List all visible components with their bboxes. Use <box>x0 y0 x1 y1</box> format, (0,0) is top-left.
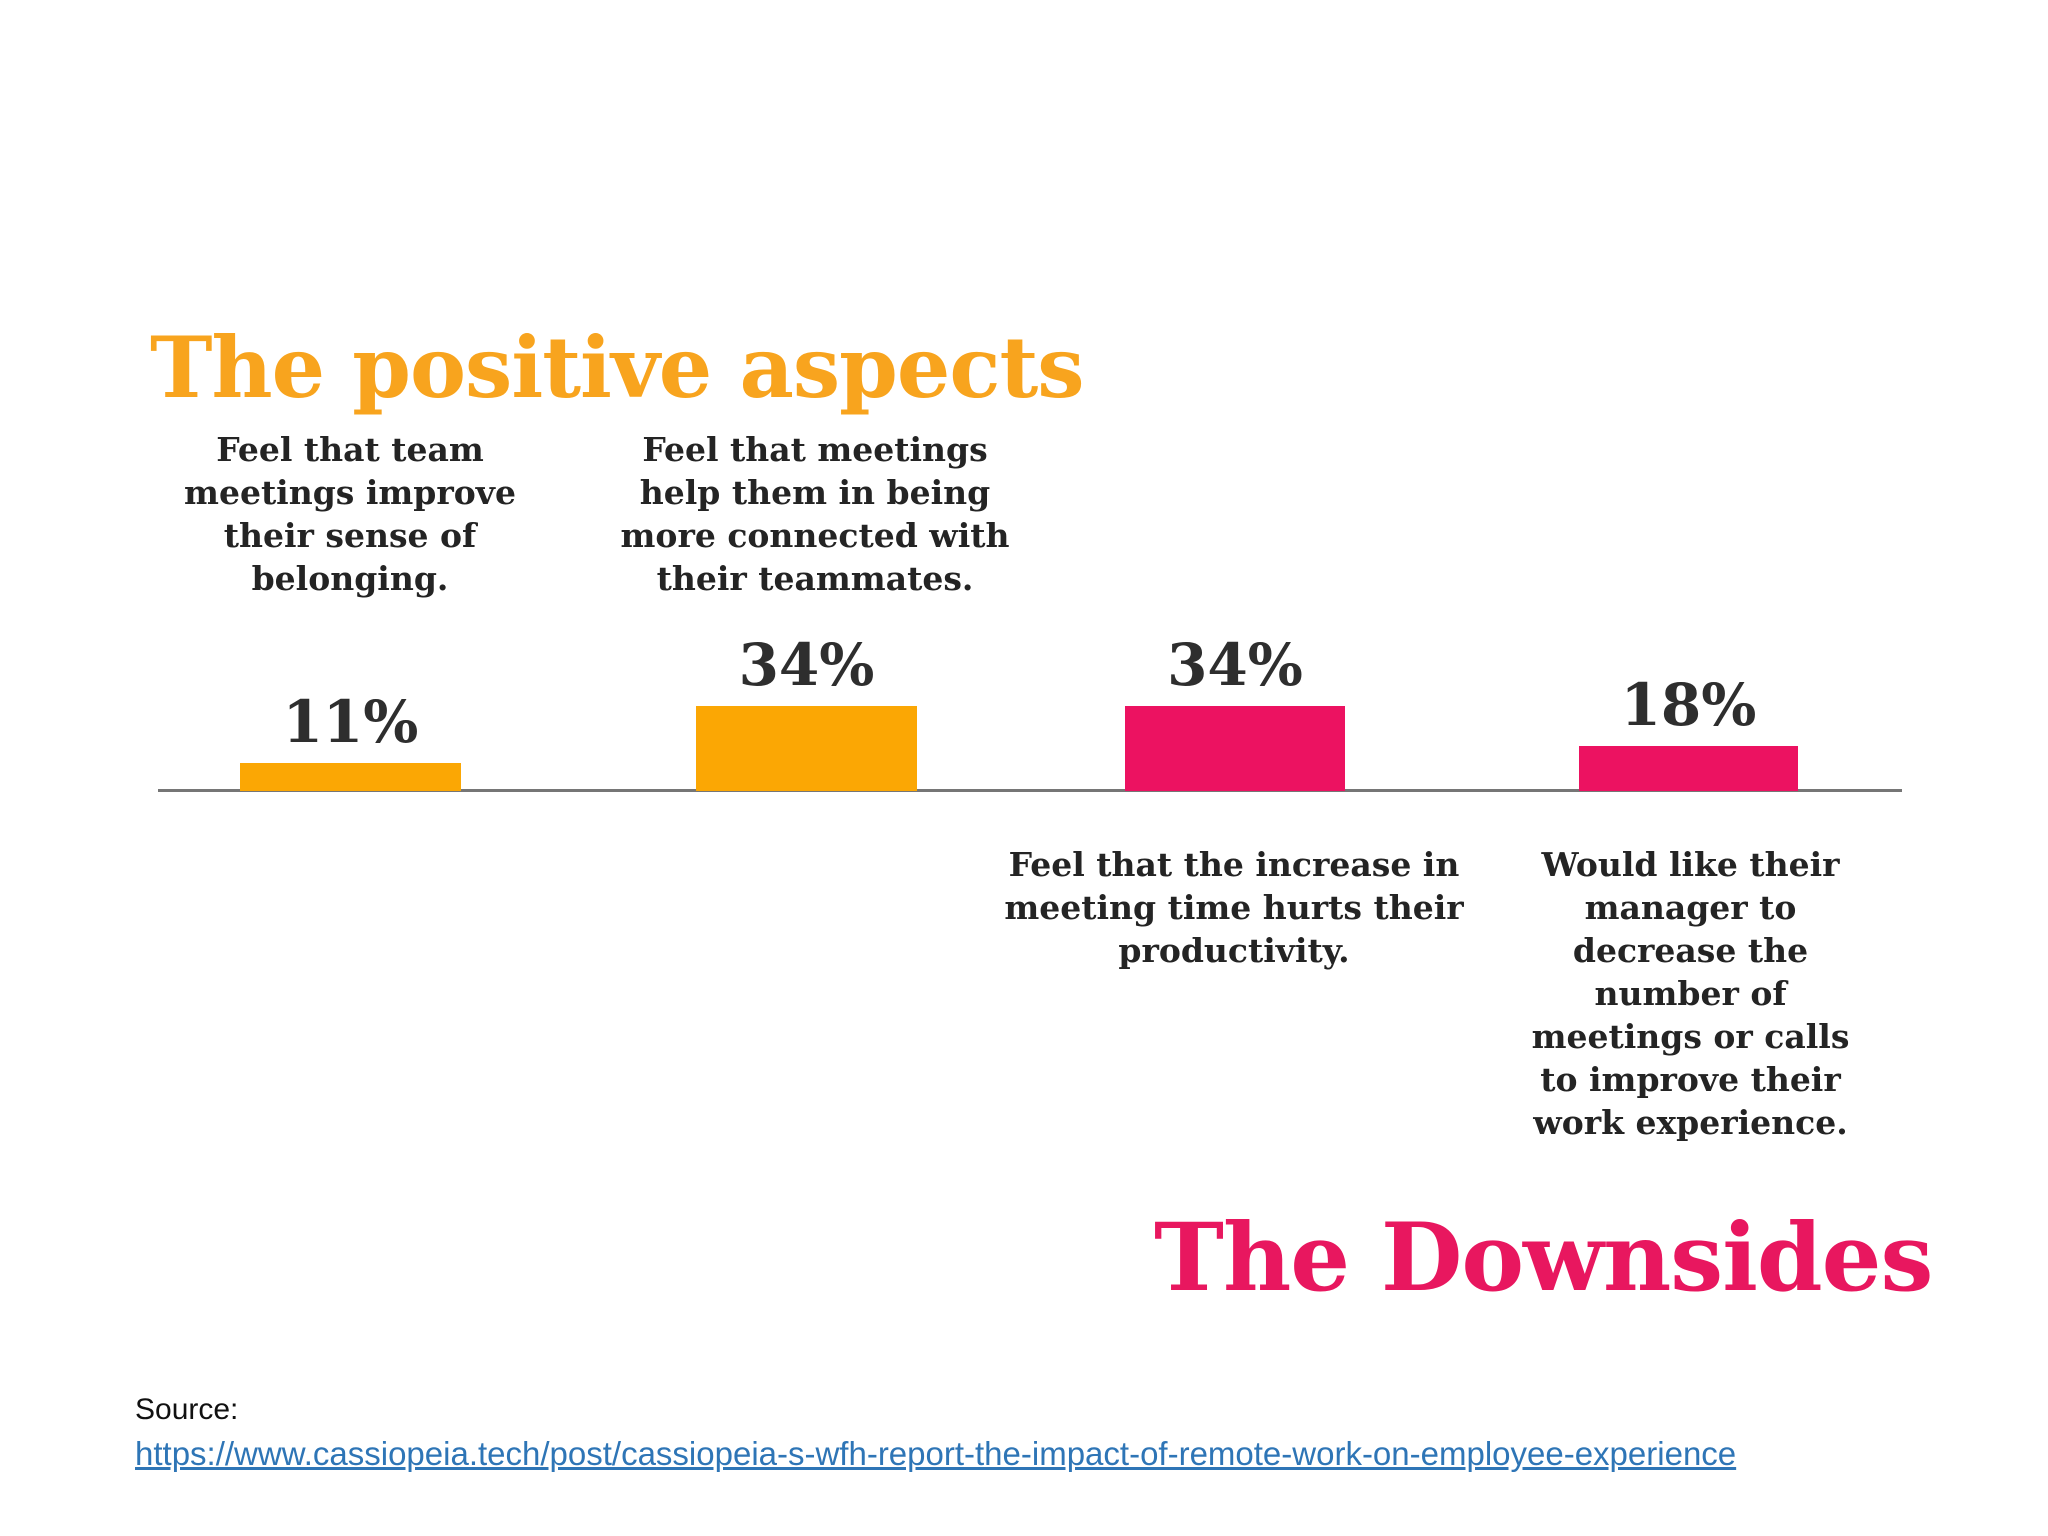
bar-value-label: 11% <box>282 688 419 756</box>
bar-group-productivity: 34% <box>1125 636 1345 791</box>
bar-description-fewer-meetings: Would like their manager to decrease the… <box>1531 845 1850 1142</box>
source-block: Source: https://www.cassiopeia.tech/post… <box>135 1390 1736 1475</box>
bar-rect-connected <box>696 706 917 791</box>
source-link[interactable]: https://www.cassiopeia.tech/post/cassiop… <box>135 1435 1737 1472</box>
bar-rect-fewer-meetings <box>1579 746 1798 791</box>
source-label: Source: <box>135 1393 239 1426</box>
bar-rect-productivity <box>1125 706 1345 791</box>
bar-group-fewer-meetings: 18% <box>1579 676 1798 791</box>
chart-baseline <box>158 789 1902 792</box>
bar-rect-belonging <box>240 763 461 791</box>
bar-value-label: 34% <box>738 631 875 699</box>
positive-section-title: The positive aspects <box>150 318 1085 418</box>
bar-description-connected: Feel that meetings help them in being mo… <box>620 430 1010 598</box>
bar-group-connected: 34% <box>696 636 917 791</box>
bar-description-productivity: Feel that the increase in meeting time h… <box>1004 845 1464 970</box>
bar-group-belonging: 11% <box>240 693 461 791</box>
bar-description-belonging: Feel that team meetings improve their se… <box>184 430 516 598</box>
bar-value-label: 34% <box>1167 631 1303 699</box>
downsides-section-title: The Downsides <box>1154 1202 1933 1313</box>
bar-value-label: 18% <box>1620 671 1757 739</box>
